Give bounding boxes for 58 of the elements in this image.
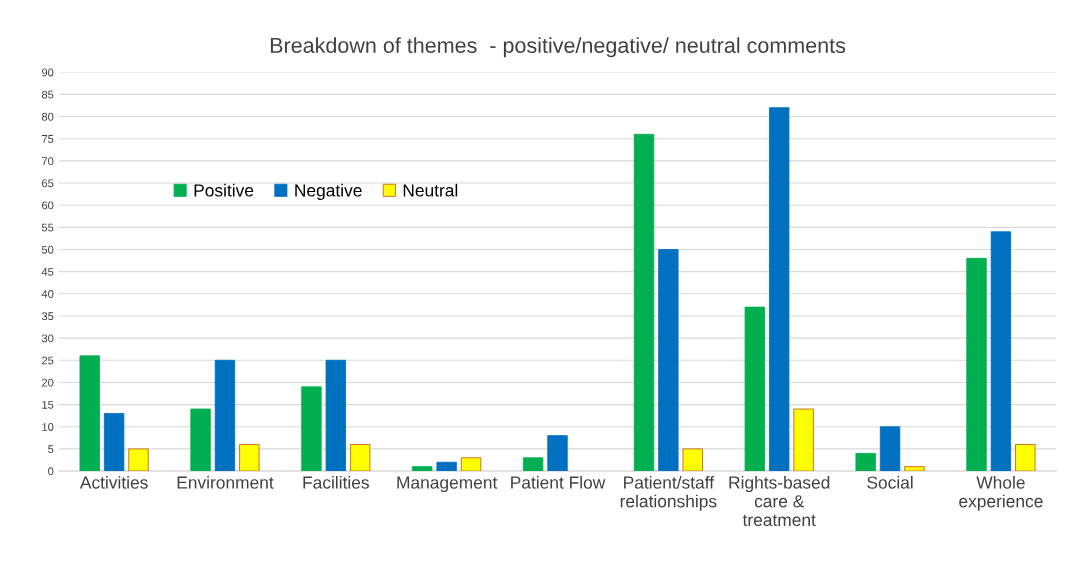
legend-label: Neutral [403, 183, 458, 197]
y-tick-label: 60 [42, 201, 54, 210]
y-tick-label: 25 [42, 356, 54, 365]
y-tick-label: 40 [41, 290, 54, 298]
bar [966, 257, 987, 472]
bar [214, 359, 236, 472]
bar [436, 461, 457, 472]
bar [633, 133, 655, 472]
bar [522, 457, 544, 472]
x-tick-label: Whole experience [959, 475, 1043, 511]
bar [547, 435, 568, 472]
x-tick-label: Activities [79, 475, 148, 489]
bar [325, 359, 346, 472]
bar [904, 466, 925, 472]
y-tick-label: 85 [41, 90, 54, 99]
y-tick-label: 50 [41, 245, 54, 254]
bar [744, 306, 765, 472]
bar [103, 413, 125, 472]
bar [79, 355, 100, 472]
y-tick-label: 0 [48, 467, 54, 476]
y-tick-label: 65 [42, 179, 54, 188]
bar [412, 466, 433, 472]
bar [769, 107, 790, 472]
bar [855, 452, 876, 472]
bar [301, 386, 322, 472]
y-tick-label: 5 [48, 445, 54, 454]
y-tick-label: 10 [42, 423, 54, 431]
x-tick-label: Patient Flow [511, 475, 606, 489]
y-tick-label: 80 [41, 112, 54, 121]
x-tick-label: Management [397, 476, 498, 493]
bar [1015, 444, 1036, 472]
y-tick-label: 35 [41, 312, 54, 321]
bar [682, 448, 703, 472]
y-tick-label: 70 [42, 157, 54, 166]
x-tick-label: Facilities [303, 475, 369, 489]
y-tick-label: 20 [42, 378, 54, 387]
y-tick-label: 15 [42, 400, 54, 409]
x-tick-label: Social [867, 475, 913, 489]
x-tick-label: Environment [177, 475, 274, 489]
x-tick-label: Rights-based care & treatment [729, 475, 830, 527]
y-tick-label: 45 [41, 268, 54, 276]
bar [239, 444, 260, 472]
bar [190, 408, 211, 472]
y-tick-label: 75 [42, 135, 54, 143]
bar [793, 408, 814, 472]
chart-title: Breakdown of themes - positive/negative/ neutral comments [270, 37, 846, 58]
legend-label: Positive [194, 183, 254, 197]
bar [879, 426, 901, 472]
y-tick-label: 90 [41, 68, 54, 77]
bar [990, 231, 1012, 472]
bar [658, 249, 679, 472]
bar [128, 448, 149, 472]
y-tick-label: 55 [41, 223, 54, 232]
x-tick-label: Patient/staff relationships [620, 475, 717, 511]
y-tick-label: 30 [41, 334, 54, 343]
legend-label: Negative [295, 183, 362, 200]
bar [350, 444, 371, 472]
bar [460, 457, 482, 472]
